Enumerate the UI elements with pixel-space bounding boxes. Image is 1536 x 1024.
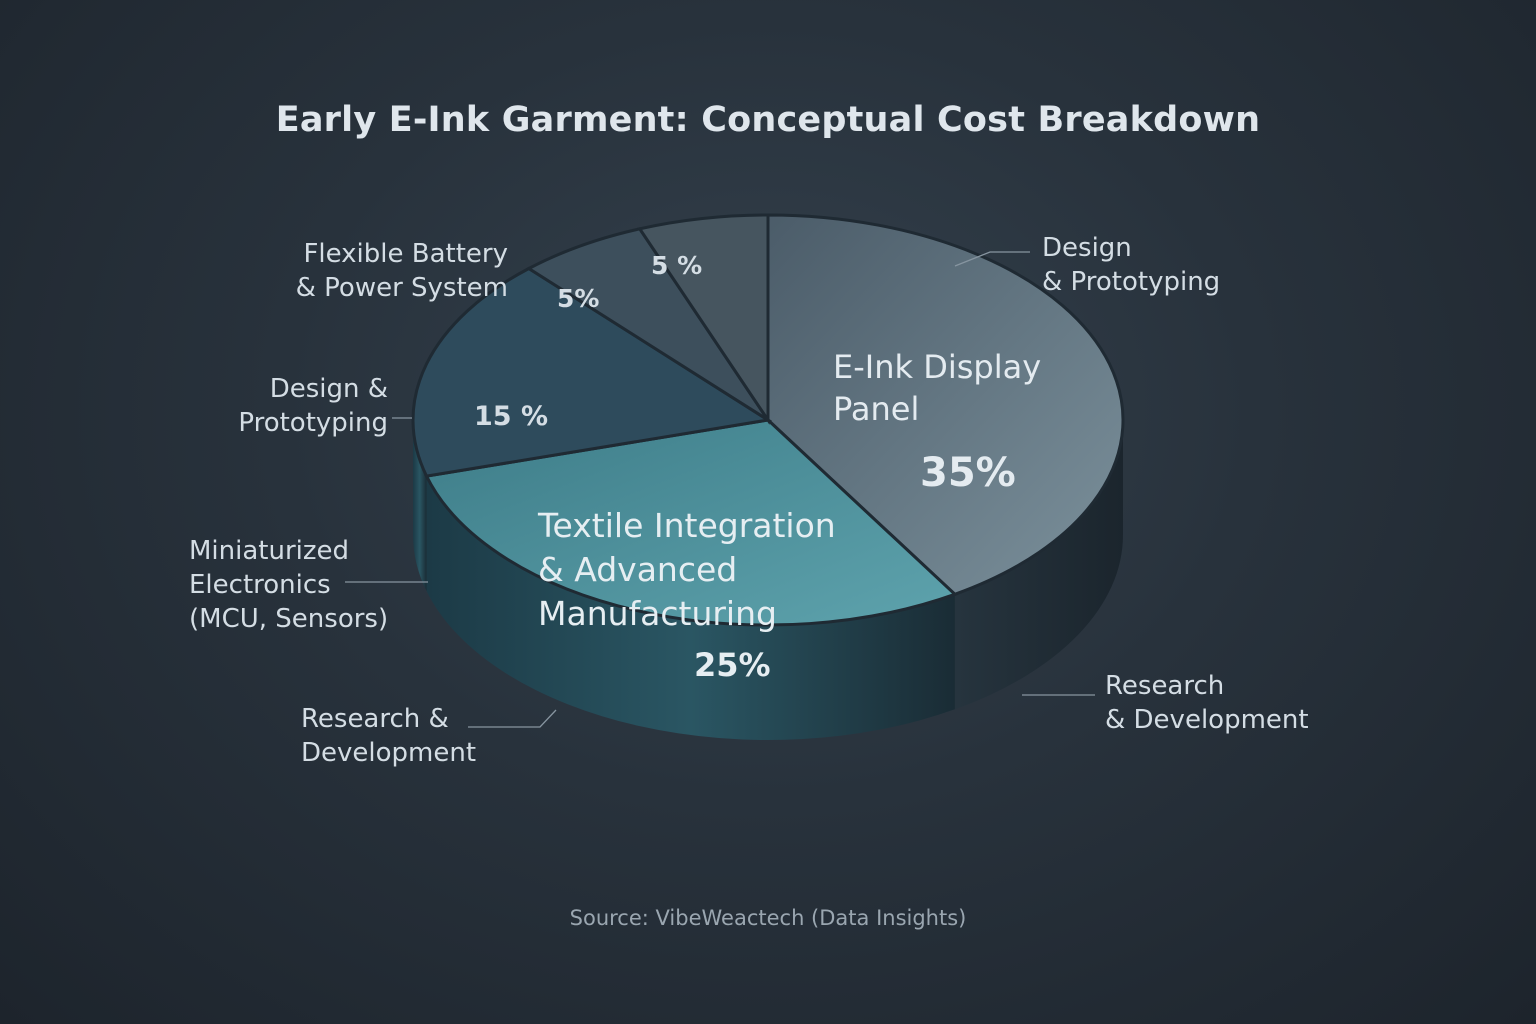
slice-value-battery: 5% bbox=[557, 284, 600, 313]
pie-slice-1 bbox=[424, 418, 958, 627]
slice-label-textile: Textile Integration & Advanced Manufactu… bbox=[538, 506, 836, 633]
external-label-electronics: Miniaturized Electronics (MCU, Sensors) bbox=[189, 536, 389, 634]
pie-tops bbox=[411, 213, 1125, 627]
external-label-design-left: Design & Prototyping bbox=[238, 374, 388, 438]
external-label-research-right: Research & Development bbox=[1105, 671, 1309, 735]
chart-title: Early E-Ink Garment: Conceptual Cost Bre… bbox=[275, 100, 1261, 140]
leader-lines bbox=[345, 251, 1095, 728]
pie-slice-3 bbox=[525, 227, 770, 422]
pie-sides bbox=[413, 420, 1123, 740]
external-label-battery: Flexible Battery & Power System bbox=[295, 239, 508, 303]
slice-value-display: 35% bbox=[920, 450, 1016, 496]
external-label-design-right: Design & Prototyping bbox=[1042, 233, 1221, 297]
slice-value-design: 15 % bbox=[474, 401, 549, 432]
leader-line-3 bbox=[468, 709, 557, 728]
pie-side-1 bbox=[426, 476, 955, 740]
pie-side-0 bbox=[954, 420, 1123, 710]
slice-value-textile: 25% bbox=[694, 646, 771, 684]
pie-slice-4 bbox=[637, 213, 770, 425]
slice-label-display: E-Ink Display Panel bbox=[833, 348, 1042, 428]
slice-value-other: 5 % bbox=[651, 251, 703, 280]
pie-slice-2 bbox=[411, 266, 773, 478]
external-label-research-left: Research & Development bbox=[301, 704, 477, 768]
leader-line-0 bbox=[954, 251, 1030, 267]
pie-side-2 bbox=[413, 420, 427, 592]
pie-slice-0 bbox=[766, 213, 1125, 597]
source-note: Source: VibeWeactech (Data Insights) bbox=[569, 906, 967, 930]
